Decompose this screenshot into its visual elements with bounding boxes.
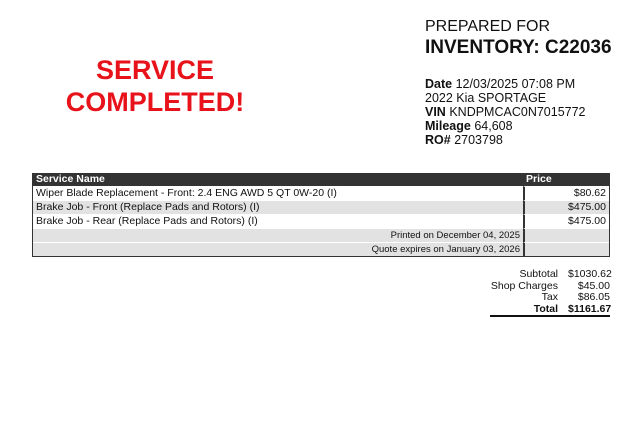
- tax-label: Tax: [541, 291, 558, 303]
- prepared-for-label: PREPARED FOR: [425, 18, 551, 35]
- shop-charges-value: $45.00: [577, 279, 610, 292]
- mileage-value: 64,608: [474, 119, 513, 133]
- service-price: $80.62: [523, 186, 609, 200]
- table-row: Brake Job - Rear (Replace Pads and Rotor…: [33, 214, 609, 228]
- subtotal-value: $1030.62: [568, 268, 612, 280]
- table-row: Wiper Blade Replacement - Front: 2.4 ENG…: [33, 186, 609, 200]
- table-header: Service Name Price: [33, 173, 609, 186]
- service-name: Brake Job - Rear (Replace Pads and Rotor…: [33, 214, 523, 228]
- table-row: Brake Job - Front (Replace Pads and Roto…: [33, 200, 609, 214]
- customer-name: INVENTORY: C22036: [425, 37, 612, 58]
- subtotal-label: Subtotal: [519, 268, 558, 280]
- header-service-name: Service Name: [33, 173, 523, 186]
- status-banner: SERVICE COMPLETED!: [65, 55, 245, 117]
- header-price: Price: [523, 173, 609, 186]
- printed-date: Printed on December 04, 2025: [33, 228, 523, 242]
- vin-label: VIN: [425, 105, 446, 119]
- service-name: Wiper Blade Replacement - Front: 2.4 ENG…: [33, 186, 523, 200]
- ro-value: 2703798: [454, 133, 503, 147]
- total-value: $1161.67: [568, 302, 612, 315]
- printed-row: Printed on December 04, 2025: [33, 228, 609, 242]
- ro-label: RO#: [425, 133, 451, 147]
- vin-value: KNDPMCAC0N7015772: [449, 105, 586, 119]
- service-price: $475.00: [523, 200, 609, 214]
- date-label: Date: [425, 77, 453, 91]
- mileage-label: Mileage: [425, 119, 471, 133]
- service-name: Brake Job - Front (Replace Pads and Roto…: [33, 200, 523, 214]
- services-table: Service Name Price Wiper Blade Replaceme…: [32, 173, 610, 257]
- quote-expiry: Quote expires on January 03, 2026: [33, 242, 523, 256]
- vehicle-value: 2022 Kia SPORTAGE: [425, 91, 547, 105]
- service-price: $475.00: [523, 214, 609, 228]
- total-label: Total: [533, 302, 558, 315]
- date-value: 12/03/2025 07:08 PM: [455, 77, 576, 91]
- tax-value: $86.05: [577, 291, 610, 303]
- expires-row: Quote expires on January 03, 2026: [33, 242, 609, 256]
- vehicle-info: Date 12/03/2025 07:08 PM 2022 Kia SPORTA…: [425, 77, 586, 147]
- totals: Subtotal $1030.62 Shop Charges $45.00 Tax $…: [470, 268, 612, 317]
- shop-charges-label: Shop Charges: [490, 279, 558, 292]
